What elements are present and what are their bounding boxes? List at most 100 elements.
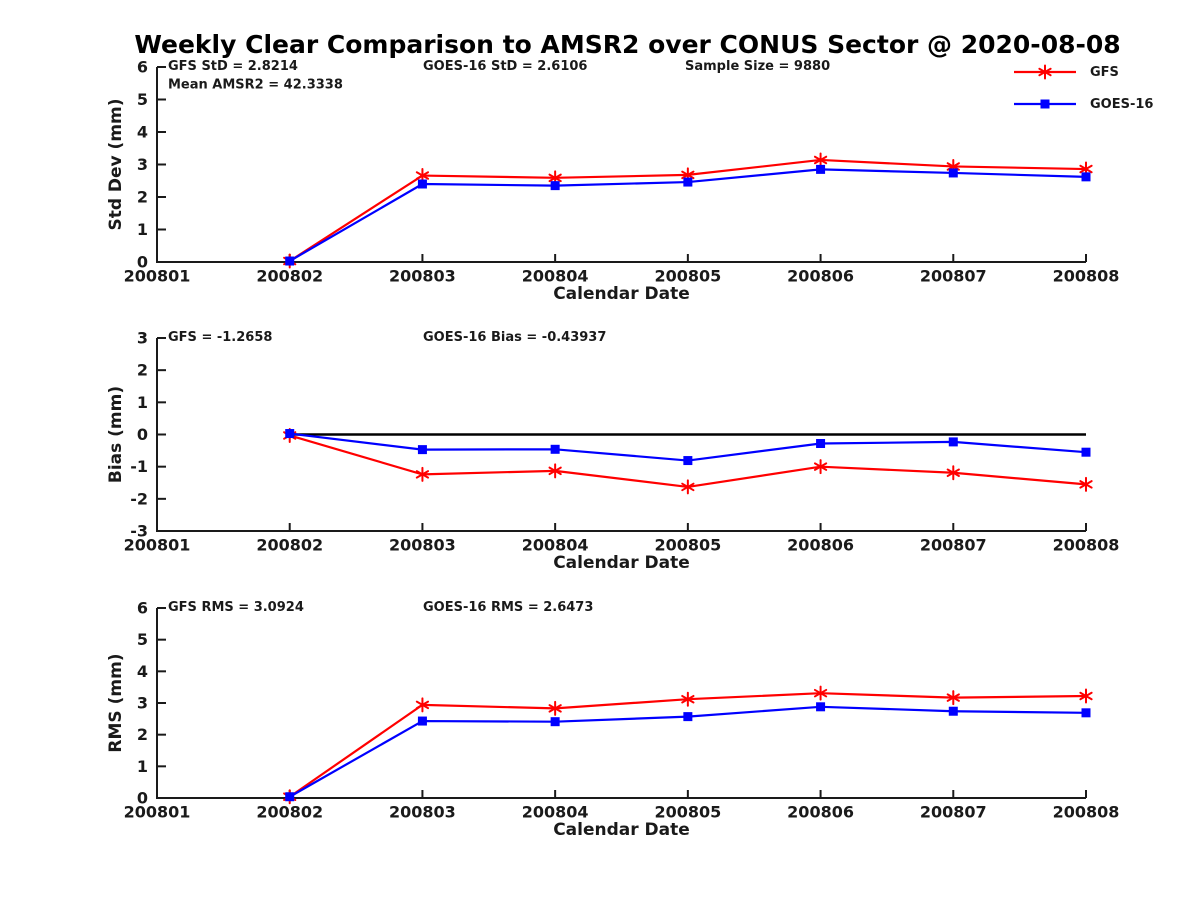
gfs-marker-stroke	[946, 693, 960, 702]
gfs-marker	[548, 463, 562, 479]
figure-title: Weekly Clear Comparison to AMSR2 over CO…	[134, 30, 1121, 59]
gfs-marker-stroke	[813, 155, 828, 165]
gfs-marker	[1079, 688, 1093, 704]
x-tick-label: 200807	[920, 536, 987, 555]
y-tick-label: -3	[130, 522, 148, 541]
y-tick-label: -1	[130, 457, 148, 476]
goes-16-marker	[285, 429, 295, 439]
x-tick-label: 200804	[522, 267, 589, 286]
goes-16-marker	[683, 712, 693, 722]
gfs-marker-stroke	[1079, 691, 1093, 701]
y-tick-label: 4	[137, 123, 148, 142]
x-tick-label: 200807	[920, 267, 987, 286]
gfs-legend-marker-stroke	[1038, 67, 1052, 77]
legend-item-gfs: GFS	[1012, 64, 1119, 80]
x-tick-label: 200801	[124, 803, 191, 822]
y-tick-label: 6	[137, 58, 148, 77]
goes-16-marker	[550, 444, 560, 454]
goes-16-marker	[816, 439, 826, 449]
gfs-marker-stroke	[681, 482, 695, 492]
x-axis-label: Calendar Date	[553, 820, 690, 840]
y-tick-label: 5	[137, 630, 148, 649]
y-tick-label: 3	[137, 694, 148, 713]
y-tick-label: 1	[137, 393, 148, 412]
gfs-marker-stroke	[415, 700, 430, 710]
y-tick-label: 2	[137, 725, 148, 744]
chart-annotation: GFS RMS = 3.0924	[168, 600, 304, 615]
goes-16-marker	[948, 168, 958, 178]
x-tick-label: 200804	[522, 536, 589, 555]
x-tick-label: 200802	[256, 267, 323, 286]
gfs-marker-stroke	[548, 466, 562, 476]
legend-label-goes-16: GOES-16	[1090, 96, 1154, 112]
x-tick-label: 200803	[389, 267, 456, 286]
x-tick-label: 200805	[654, 267, 721, 286]
x-tick-label: 200806	[787, 803, 854, 822]
x-tick-label: 200803	[389, 803, 456, 822]
gfs-marker-stroke	[548, 704, 562, 713]
gfs-marker	[813, 459, 828, 475]
goes-16-marker	[816, 164, 826, 174]
y-tick-label: 0	[137, 425, 148, 444]
gfs-marker	[415, 697, 430, 713]
goes-16-marker	[285, 256, 295, 266]
x-tick-label: 200807	[920, 803, 987, 822]
goes-16-marker	[683, 177, 693, 187]
x-axis-label: Calendar Date	[553, 553, 690, 573]
gfs-marker-stroke	[681, 694, 695, 704]
x-tick-label: 200806	[787, 536, 854, 555]
x-tick-label: 200808	[1053, 803, 1120, 822]
x-tick-label: 200802	[256, 803, 323, 822]
gfs-marker	[1079, 476, 1093, 492]
goes-16-marker	[948, 437, 958, 447]
x-tick-label: 200805	[654, 803, 721, 822]
gfs-marker	[813, 685, 828, 701]
goes-16-marker	[417, 179, 427, 189]
legend-label-gfs: GFS	[1090, 64, 1119, 80]
x-tick-label: 200804	[522, 803, 589, 822]
goes-16-marker	[816, 702, 826, 712]
gfs-marker-stroke	[813, 688, 828, 698]
gfs-marker	[681, 479, 695, 495]
gfs-marker-stroke	[415, 171, 430, 180]
chart-annotation: Sample Size = 9880	[685, 59, 830, 74]
x-axis-label: Calendar Date	[553, 284, 690, 304]
x-tick-label: 200802	[256, 536, 323, 555]
chart-annotation: GOES-16 Bias = -0.43937	[423, 330, 606, 345]
y-tick-label: 0	[137, 253, 148, 272]
std-dev-chart: 0 1 2 3 4 5 6 200801 200802 200803 200804 200805 200…	[106, 58, 1119, 305]
y-axis-label: Bias (mm)	[106, 386, 126, 483]
chart-annotation: GFS StD = 2.8214	[168, 59, 298, 74]
x-tick-label: 200805	[654, 536, 721, 555]
gfs-marker-stroke	[946, 468, 960, 478]
bias-chart: -3 -2 -1 0 1 2 3 200801 200802 200803 200804 200805…	[106, 329, 1119, 574]
x-tick-label: 200808	[1053, 267, 1120, 286]
gfs-marker-stroke	[1079, 164, 1093, 174]
gfs-line	[289, 692, 1087, 798]
goes-16-marker	[1081, 708, 1091, 718]
chart-annotation: GFS = -1.2658	[168, 330, 272, 345]
gfs-marker	[813, 152, 828, 168]
gfs-marker-stroke	[548, 173, 562, 183]
goes-16-marker	[1081, 447, 1091, 457]
y-tick-label: 3	[137, 329, 148, 348]
gfs-marker	[946, 465, 960, 481]
goes-16-marker	[550, 717, 560, 727]
y-tick-label: 2	[137, 361, 148, 380]
y-tick-label: -2	[130, 489, 148, 508]
gfs-marker-stroke	[1079, 480, 1093, 489]
y-tick-label: 4	[137, 662, 148, 681]
y-tick-label: 2	[137, 188, 148, 207]
x-tick-label: 200806	[787, 267, 854, 286]
legend-item-goes-16: GOES-16	[1012, 96, 1153, 112]
y-tick-label: 1	[137, 757, 148, 776]
x-tick-label: 200808	[1053, 536, 1120, 555]
goes-16-marker	[550, 181, 560, 191]
y-tick-label: 5	[137, 90, 148, 109]
gfs-marker-stroke	[415, 470, 430, 479]
goes-16-marker	[1081, 172, 1091, 182]
goes-16-legend-marker	[1040, 99, 1050, 109]
gfs-marker	[681, 691, 695, 707]
